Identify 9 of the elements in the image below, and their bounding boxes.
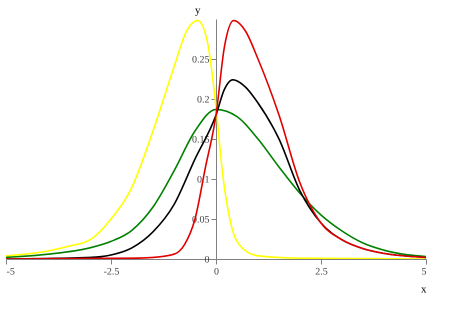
x-tick-label: 5 <box>422 266 426 278</box>
x-tick-label: -5 <box>6 266 15 278</box>
x-axis-title: x <box>421 284 427 296</box>
x-tick-label: 2.5 <box>315 266 328 278</box>
y-axis-title: y <box>195 4 201 16</box>
y-tick-label: 0.25 <box>192 54 210 66</box>
y-tick-label: 0.2 <box>197 94 210 106</box>
x-tick-label: -2.5 <box>104 266 120 278</box>
x-tick-label: 0 <box>214 266 219 278</box>
